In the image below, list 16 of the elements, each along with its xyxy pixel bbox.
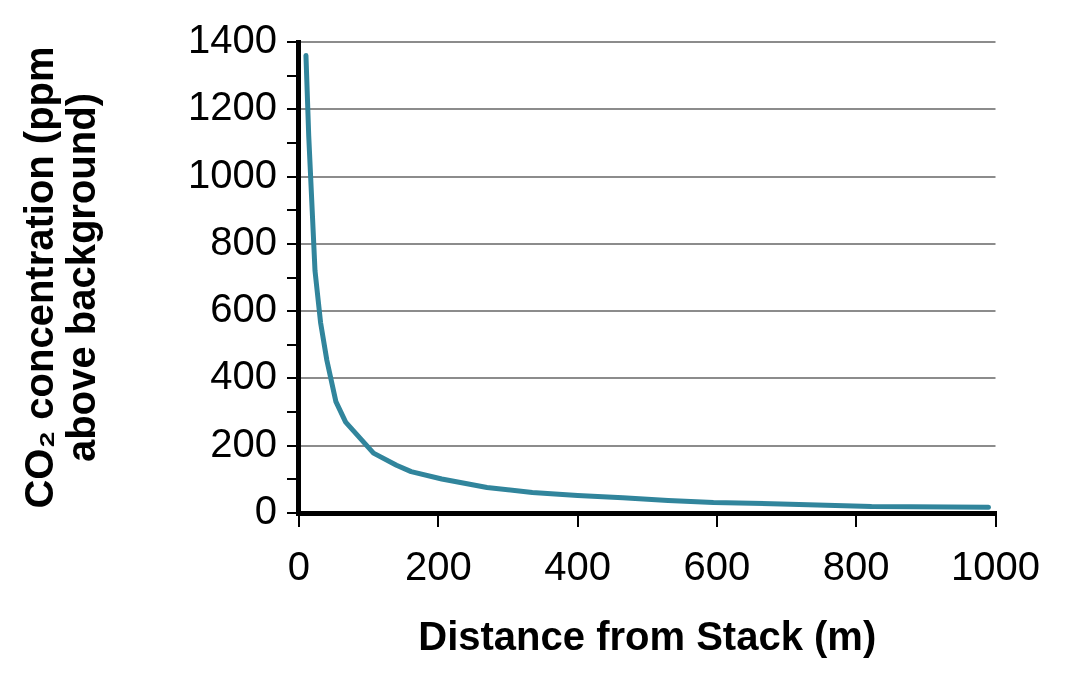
x-tick-label: 0 — [287, 544, 311, 589]
y-tick-label: 0 — [254, 488, 277, 533]
y-tick-label: 1400 — [188, 17, 277, 62]
y-tick-label: 800 — [210, 218, 277, 263]
y-axis-title: CO₂ concentration (ppm above background) — [17, 46, 104, 509]
y-tick-label: 1200 — [188, 84, 277, 129]
y-tick-label: 1000 — [188, 151, 277, 196]
x-tick-label: 400 — [544, 544, 611, 589]
x-tick-label: 200 — [404, 544, 472, 589]
y-tick-label: 600 — [210, 286, 277, 331]
y-tick-label: 400 — [210, 353, 277, 398]
x-tick-label: 1000 — [951, 544, 1040, 589]
x-axis-title: Distance from Stack (m) — [418, 614, 877, 659]
x-tick-label: 600 — [683, 544, 751, 589]
y-tick-label: 200 — [210, 420, 277, 465]
x-tick-label: 800 — [822, 544, 890, 589]
